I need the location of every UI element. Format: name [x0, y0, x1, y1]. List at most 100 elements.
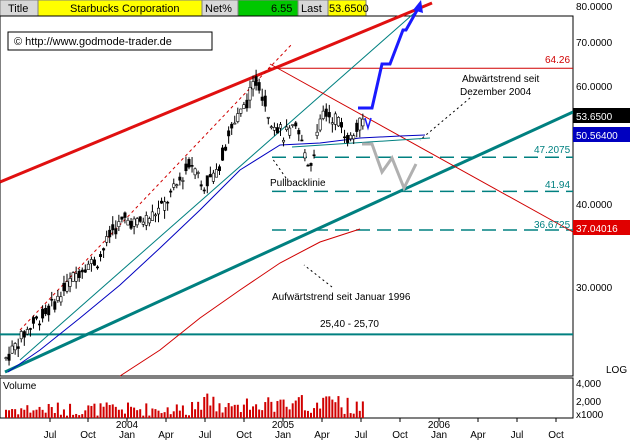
candle-body [227, 130, 231, 137]
candle-body [157, 207, 161, 215]
volume-bar [209, 405, 212, 418]
candle-body [236, 113, 240, 122]
range-label: 25,40 - 25,70 [320, 319, 379, 330]
volume-bar [297, 397, 300, 418]
volume-bar [303, 410, 306, 418]
volume-bar [358, 410, 361, 418]
volume-bar [352, 413, 355, 418]
volume-bar [5, 409, 7, 418]
candle-body [291, 124, 295, 126]
volume-bar [35, 409, 38, 418]
volume-bar [102, 406, 105, 418]
volume-bar [96, 415, 99, 418]
volume-bar [188, 415, 190, 418]
candle-body [324, 108, 328, 117]
forecast-down-path [362, 142, 418, 192]
candle-body [99, 254, 103, 258]
downtrend-label-1: Abwärtstrend seit [462, 74, 539, 85]
candle-body [208, 174, 212, 178]
candle-body [355, 122, 359, 132]
x-label: Jul [511, 430, 524, 441]
ma-blue-box: 50.56400 [576, 131, 618, 142]
volume-bar [334, 402, 337, 418]
x-label: Jul [199, 430, 212, 441]
x-year-label: 2006 [428, 420, 451, 431]
volume-bar [288, 409, 291, 418]
candle-body [132, 218, 136, 227]
candle-body [269, 126, 273, 128]
volume-bar [8, 410, 11, 418]
forecast-up-path [358, 4, 422, 110]
candle-body [129, 221, 133, 229]
candle-body [105, 236, 109, 243]
last-value: 53.6500 [329, 3, 369, 15]
volume-bar [236, 404, 239, 418]
volume-bar [127, 402, 129, 418]
candle-body [38, 323, 42, 326]
candle-body [59, 296, 63, 303]
candle-body [96, 266, 100, 269]
volume-bar [224, 407, 227, 418]
candle-body [111, 224, 115, 231]
candle-body [224, 146, 228, 151]
candle-body [120, 216, 124, 220]
volume-bar [206, 393, 209, 418]
level-label-4194: 41.94 [545, 180, 570, 191]
level-label-3667: 36.6725 [534, 220, 571, 231]
volume-bar [276, 401, 279, 418]
volume-bar [166, 407, 169, 418]
candle-body [19, 331, 23, 340]
volume-bar [133, 407, 136, 418]
volume-bar [197, 401, 200, 418]
volume-bar [78, 415, 81, 418]
volume-bar [261, 410, 264, 418]
x-label: Oct [392, 430, 408, 441]
candle-body [349, 134, 353, 140]
candle-body [187, 159, 191, 168]
candle-body [266, 116, 270, 119]
volume-bar [337, 396, 340, 418]
volume-bar [66, 415, 68, 418]
net-label: Net% [205, 3, 232, 15]
candle-body [300, 139, 304, 142]
volume-bar [123, 413, 126, 418]
volume-bar [139, 409, 142, 418]
volume-bar [340, 407, 343, 418]
candles [4, 69, 365, 418]
candle-body [117, 221, 121, 227]
volume-bar [191, 401, 194, 418]
candle-body [80, 269, 84, 273]
candle-body [53, 301, 57, 310]
level-label-47: 47.2075 [534, 145, 571, 156]
volume-bar [163, 412, 166, 418]
candle-body [309, 163, 313, 166]
volume-bar [242, 404, 245, 418]
right-axis: 80.0000 70.0000 60.0000 40.0000 30.0000 … [573, 2, 630, 376]
candle-body [16, 346, 20, 349]
volume-bar [194, 409, 197, 418]
volume-bar [172, 411, 175, 418]
candle-body [361, 118, 365, 127]
volume-bar [178, 410, 181, 418]
header-bar: Title Starbucks Corporation Net% 6.55 La… [0, 0, 369, 17]
candle-body [321, 110, 325, 119]
candle-body [160, 200, 164, 204]
x-label: Apr [470, 430, 486, 441]
candle-body [199, 184, 203, 187]
volume-bar [279, 399, 282, 418]
downtrend-leader [419, 97, 471, 141]
candle-body [285, 126, 289, 131]
candle-body [254, 76, 258, 86]
volume-bar [331, 399, 334, 418]
volume-bar [44, 412, 47, 418]
candle-body [68, 278, 72, 287]
candle-body [336, 117, 340, 127]
volume-bar [84, 410, 87, 418]
volume-bar [62, 409, 65, 418]
x-label: Oct [80, 430, 96, 441]
volume-bar [105, 402, 108, 418]
candle-body [221, 147, 225, 161]
candle-body [297, 130, 301, 135]
